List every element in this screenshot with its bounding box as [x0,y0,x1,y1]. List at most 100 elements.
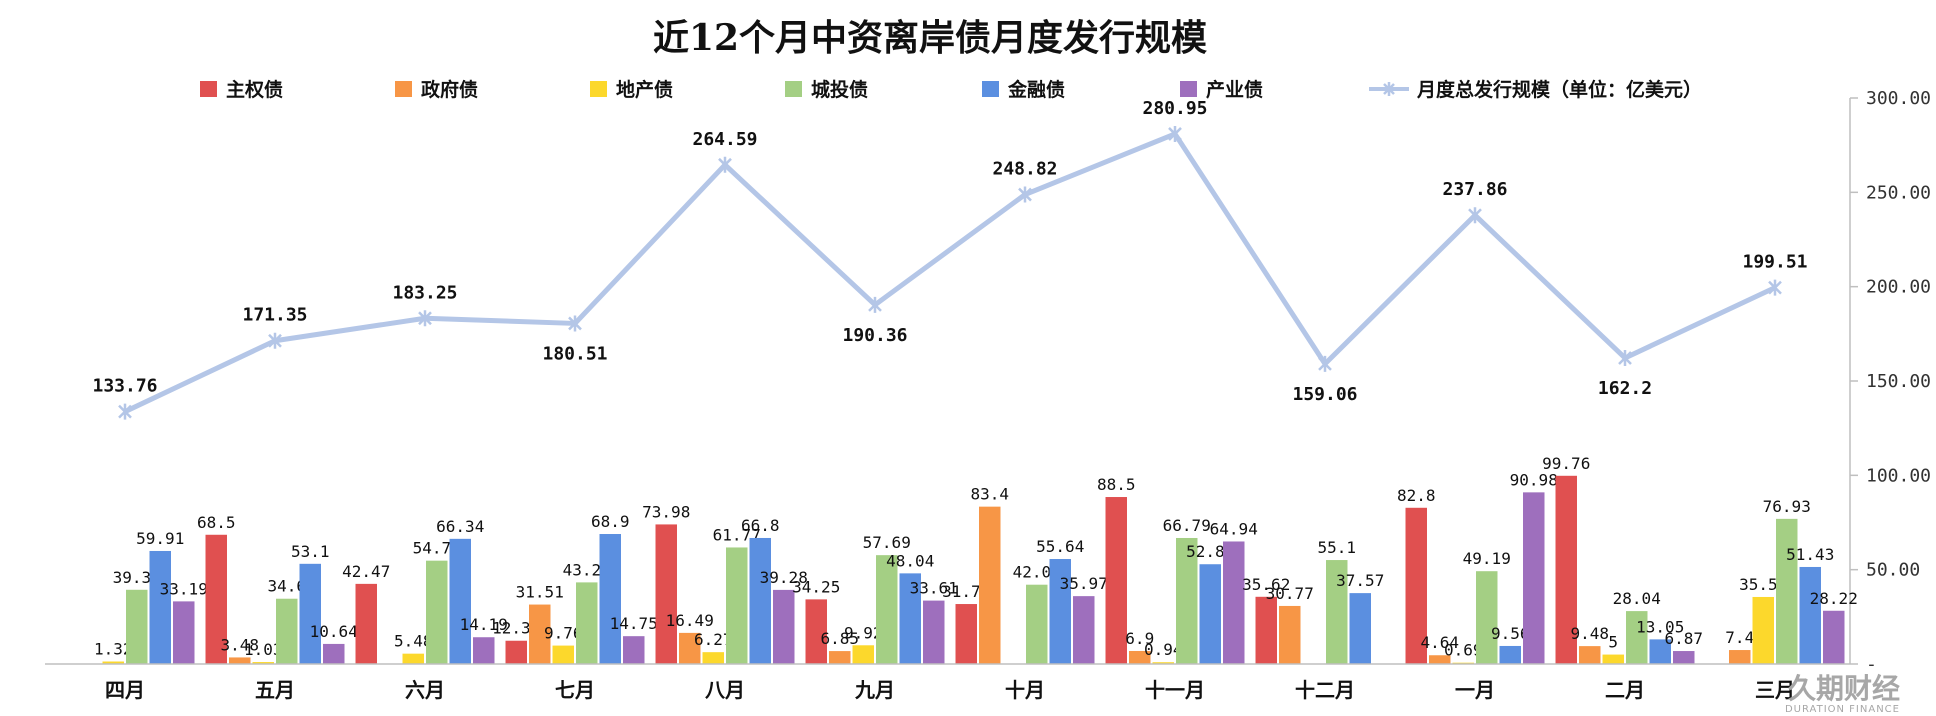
bar-value-label: 9.76 [544,624,583,643]
line-value-label: 190.36 [842,325,907,346]
chart-title: 近12个月中资离岸债月度发行规模 [653,17,1207,59]
bar-value-label: 10.64 [310,622,358,641]
bar-value-label: 31.51 [516,583,564,602]
bar-value-label: 66.79 [1163,516,1211,535]
bar [149,550,171,664]
bar-value-label: 52.88 [1186,542,1234,561]
bar-value-label: 61.77 [713,525,761,544]
line-point-marker [418,310,432,327]
bar [126,589,148,664]
bar [529,604,551,664]
legend-label: 城投债 [811,78,868,101]
bar-value-label: 59.91 [136,529,184,548]
bar-value-label: 99.76 [1542,454,1590,473]
bar-value-label: 55.64 [1036,537,1084,556]
bar [923,600,945,664]
bar-value-label: 34.6 [267,577,306,596]
bar [979,506,1001,664]
bar [102,661,124,664]
bar [1199,564,1221,664]
line-point-marker [268,332,282,349]
watermark: 久期财经 DURATION FINANCE [1785,672,1900,715]
bar [1129,650,1151,664]
bar [1555,475,1577,664]
line-point-marker [868,296,882,313]
bar-value-label: 5.48 [394,632,433,651]
bar [852,645,874,664]
bar-value-label: 90.98 [1510,470,1558,489]
bar-value-label: 76.93 [1763,497,1811,516]
category-label: 五月 [255,678,295,702]
bar [829,651,851,664]
bar-value-label: 57.69 [863,533,911,552]
bar-value-label: 0.94 [1144,640,1183,659]
bar [355,583,377,664]
bar-value-label: 42.47 [342,562,390,581]
legend-label: 月度总发行规模（单位：亿美元） [1416,78,1702,101]
bar-value-label: 28.04 [1613,589,1661,608]
bar-value-label: 3.48 [220,635,259,654]
bar-value-label: 73.98 [642,502,690,521]
bar [773,589,795,664]
line-point-marker [1618,349,1632,366]
bar [623,636,645,664]
bar-value-label: 35.97 [1060,574,1108,593]
bar [576,582,598,664]
bar [1579,646,1601,664]
total-line-path [123,131,1777,414]
category-label: 六月 [405,678,445,702]
bar [955,604,977,664]
line-point-marker [1018,186,1032,203]
bar [1476,571,1498,664]
bar [899,573,921,664]
bar-value-label: 33.19 [160,579,208,598]
bar [599,534,621,664]
line-value-label: 159.06 [1292,384,1357,405]
bar-value-label: 0.69 [1444,641,1483,660]
bar [173,601,195,664]
bar [552,645,574,664]
category-label: 十月 [1005,678,1045,702]
bar [1673,651,1695,664]
bar-value-label: 9.56 [1491,624,1530,643]
line-value-label: 237.86 [1442,179,1507,200]
bar [1776,518,1798,664]
bar [1823,610,1845,664]
line-value-label: 162.2 [1598,378,1652,399]
x-axis: 四月 五月 六月 七月 八月 九月 十月 十一月 十二月 一月 二月 三月 [45,663,1850,702]
legend-label: 产业债 [1206,78,1263,101]
category-label: 十一月 [1145,678,1205,702]
y-tick-label: 300.00 [1866,88,1931,109]
bar-value-label: 6.87 [1664,629,1703,648]
bar [1602,654,1624,664]
category-label: 二月 [1605,678,1645,702]
bar [805,599,827,664]
line-value-label: 183.25 [392,282,457,303]
line-value-label: 133.76 [92,376,157,397]
line-value-label: 280.95 [1142,98,1207,119]
bar [1499,645,1521,664]
bar [402,653,424,664]
y-axis: - 50.00 100.00 150.00 200.00 250.00 300.00 [1849,88,1931,675]
bar-value-label: 66.34 [436,517,484,536]
bar [426,560,448,664]
bar-value-label: 53.1 [291,542,330,561]
bar [229,657,251,664]
bar-value-label: 28.22 [1810,589,1858,608]
bar-value-label: 1.03 [244,640,283,659]
bar-value-label: 68.5 [197,513,236,532]
category-label: 九月 [854,678,895,702]
watermark-subtext: DURATION FINANCE [1785,704,1900,715]
bar-value-label: 55.1 [1317,538,1356,557]
bar [1326,560,1348,664]
category-label: 三月 [1755,678,1795,702]
bar-value-label: 42.03 [1013,563,1061,582]
bar [1105,497,1127,664]
bar [1073,596,1095,664]
bar-value-label: 82.8 [1397,486,1436,505]
bar [276,598,298,664]
legend-swatch [200,81,217,97]
bar [876,555,898,664]
bar [1626,611,1648,664]
